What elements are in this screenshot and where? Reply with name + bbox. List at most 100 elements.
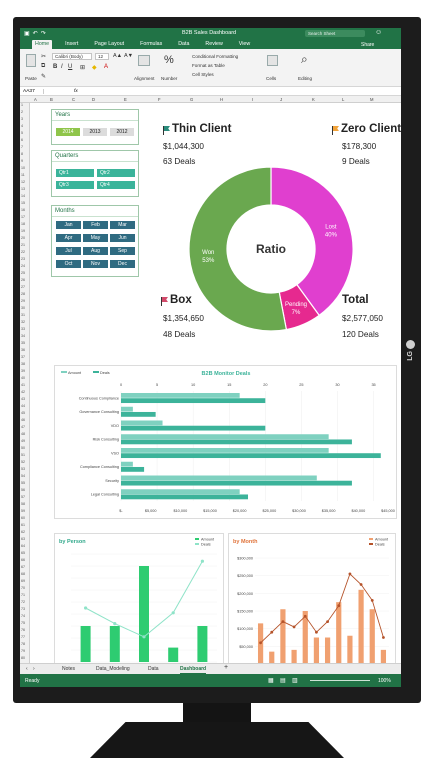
sheet-tab-data[interactable]: Data bbox=[148, 666, 159, 672]
bar-deals[interactable] bbox=[121, 425, 266, 431]
column-header[interactable]: C bbox=[72, 97, 76, 102]
bar-amount[interactable] bbox=[347, 635, 353, 664]
point-deals[interactable] bbox=[84, 606, 88, 610]
row-header[interactable]: 66 bbox=[21, 558, 25, 562]
row-header[interactable]: 38 bbox=[21, 362, 25, 366]
copy-icon[interactable]: ⧉ bbox=[41, 63, 46, 69]
year-2012-button[interactable]: 2012 bbox=[110, 128, 134, 136]
bar-deals[interactable] bbox=[121, 480, 352, 486]
cells-icon[interactable] bbox=[267, 55, 278, 66]
sheet-tab-notes[interactable]: Notes bbox=[62, 666, 76, 672]
row-header[interactable]: 46 bbox=[21, 418, 25, 422]
row-header[interactable]: 19 bbox=[21, 229, 25, 233]
bar-amount[interactable] bbox=[121, 434, 329, 440]
format-painter-icon[interactable]: ✎ bbox=[41, 74, 47, 80]
row-header[interactable]: 72 bbox=[21, 600, 25, 604]
row-header[interactable]: 80 bbox=[21, 656, 25, 660]
row-header[interactable]: 59 bbox=[21, 509, 25, 513]
column-header[interactable]: B bbox=[50, 97, 53, 102]
month-jul-button[interactable]: Jul bbox=[56, 247, 81, 255]
row-header[interactable]: 50 bbox=[21, 446, 25, 450]
row-header[interactable]: 34 bbox=[21, 334, 25, 338]
row-header[interactable]: 41 bbox=[21, 383, 25, 387]
bar-amount[interactable] bbox=[168, 647, 179, 662]
row-header[interactable]: 77 bbox=[21, 635, 25, 639]
row-header[interactable]: 8 bbox=[21, 152, 23, 156]
row-header[interactable]: 3 bbox=[21, 117, 23, 121]
bar-deals[interactable] bbox=[121, 411, 156, 417]
column-header[interactable]: G bbox=[190, 97, 194, 102]
format-as-table-button[interactable]: Format as Table bbox=[192, 63, 225, 68]
row-header[interactable]: 57 bbox=[21, 495, 25, 499]
row-header[interactable]: 7 bbox=[21, 145, 23, 149]
bold-button[interactable]: B bbox=[53, 64, 58, 70]
percent-icon[interactable]: % bbox=[164, 54, 174, 66]
year-2013-button[interactable]: 2013 bbox=[83, 128, 107, 136]
row-header[interactable]: 62 bbox=[21, 530, 25, 534]
point-deals[interactable] bbox=[200, 559, 204, 563]
row-header[interactable]: 13 bbox=[21, 187, 25, 191]
share-button[interactable]: Share bbox=[361, 42, 375, 48]
row-header[interactable]: 78 bbox=[21, 642, 25, 646]
row-header[interactable]: 73 bbox=[21, 607, 25, 611]
bar-amount[interactable] bbox=[358, 589, 364, 664]
row-header[interactable]: 6 bbox=[21, 138, 23, 142]
name-box[interactable]: AA37 bbox=[20, 88, 44, 94]
month-apr-button[interactable]: Apr bbox=[56, 234, 81, 242]
row-header[interactable]: 67 bbox=[21, 565, 25, 569]
find-icon[interactable]: ⌕ bbox=[301, 52, 308, 66]
row-header[interactable]: 55 bbox=[21, 481, 25, 485]
bar-amount[interactable] bbox=[302, 611, 308, 664]
qtr2-button[interactable]: Qtr2 bbox=[97, 169, 135, 177]
point-deals[interactable] bbox=[326, 620, 329, 623]
tab-view[interactable]: View bbox=[238, 41, 251, 47]
redo-icon[interactable]: ↷ bbox=[40, 31, 46, 37]
row-header[interactable]: 43 bbox=[21, 397, 25, 401]
bar-amount[interactable] bbox=[109, 626, 120, 662]
row-header[interactable]: 16 bbox=[21, 208, 25, 212]
alignment-icon[interactable] bbox=[138, 55, 150, 66]
bar-amount[interactable] bbox=[121, 475, 317, 481]
bar-deals[interactable] bbox=[121, 439, 352, 445]
bar-amount[interactable] bbox=[313, 637, 320, 665]
row-header[interactable]: 18 bbox=[21, 222, 25, 226]
column-header[interactable]: J bbox=[280, 97, 283, 102]
donut-slice-won[interactable] bbox=[188, 166, 288, 332]
sheet-tab-dashboard[interactable]: Dashboard bbox=[180, 666, 207, 674]
bar-deals[interactable] bbox=[121, 398, 266, 404]
row-header[interactable]: 31 bbox=[21, 313, 25, 317]
column-header[interactable]: A bbox=[34, 97, 37, 102]
search-sheet-input[interactable]: Search Sheet bbox=[305, 30, 365, 37]
cut-icon[interactable]: ✂ bbox=[41, 54, 47, 60]
line-deals[interactable] bbox=[260, 573, 384, 644]
shrink-font-icon[interactable]: A▼ bbox=[124, 53, 134, 59]
bar-amount[interactable] bbox=[121, 420, 163, 426]
bar-amount[interactable] bbox=[121, 461, 133, 467]
row-header[interactable]: 10 bbox=[21, 166, 25, 170]
point-deals[interactable] bbox=[303, 614, 307, 618]
point-deals[interactable] bbox=[270, 630, 274, 634]
row-header[interactable]: 64 bbox=[21, 544, 25, 548]
point-deals[interactable] bbox=[281, 620, 285, 623]
save-icon[interactable]: ▣ bbox=[24, 31, 30, 37]
row-header[interactable]: 48 bbox=[21, 432, 25, 436]
month-nov-button[interactable]: Nov bbox=[83, 260, 108, 268]
row-header[interactable]: 79 bbox=[21, 649, 25, 653]
bar-amount[interactable] bbox=[291, 649, 297, 664]
row-header[interactable]: 36 bbox=[21, 348, 25, 352]
bar-amount[interactable] bbox=[269, 651, 275, 664]
qtr3-button[interactable]: Qtr3 bbox=[56, 181, 94, 189]
row-header[interactable]: 5 bbox=[21, 131, 23, 135]
row-header[interactable]: 12 bbox=[21, 180, 25, 184]
point-deals[interactable] bbox=[142, 635, 146, 639]
row-header[interactable]: 22 bbox=[21, 250, 25, 254]
row-header[interactable]: 76 bbox=[21, 628, 25, 632]
smiley-icon[interactable]: ☺ bbox=[375, 29, 383, 36]
tab-review[interactable]: Review bbox=[205, 41, 223, 47]
bar-deals[interactable] bbox=[121, 453, 381, 459]
month-feb-button[interactable]: Feb bbox=[83, 221, 108, 229]
row-header[interactable]: 39 bbox=[21, 369, 25, 373]
month-oct-button[interactable]: Oct bbox=[56, 260, 81, 268]
bar-amount[interactable] bbox=[121, 406, 133, 412]
row-header[interactable]: 56 bbox=[21, 488, 25, 492]
